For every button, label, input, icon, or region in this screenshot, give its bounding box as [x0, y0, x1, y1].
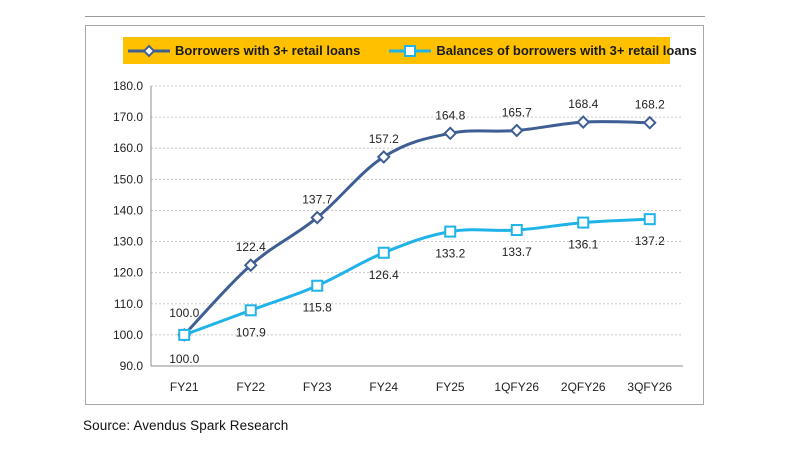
data-label-balances: 136.1 [568, 238, 598, 252]
data-label-balances: 133.7 [502, 245, 532, 259]
data-label-borrowers: 122.4 [236, 240, 266, 254]
x-tick-label: FY25 [436, 380, 465, 394]
x-tick-label: 3QFY26 [627, 380, 672, 394]
data-point-borrowers [310, 210, 325, 225]
data-label-balances: 115.8 [303, 301, 332, 315]
y-tick-label: 140.0 [113, 203, 143, 217]
data-label-borrowers: 164.8 [435, 108, 465, 122]
data-label-balances: 100.0 [169, 352, 199, 366]
y-tick-label: 130.0 [113, 235, 143, 249]
data-point-balances [377, 246, 390, 259]
data-point-borrowers [443, 126, 458, 141]
y-tick-label: 160.0 [113, 141, 143, 155]
data-point-borrowers [576, 115, 591, 130]
series-line-balances [183, 217, 650, 337]
legend: Borrowers with 3+ retail loans Balances … [123, 37, 697, 64]
y-tick-label: 120.0 [113, 266, 143, 280]
data-point-balances [244, 304, 257, 317]
data-point-balances [178, 328, 191, 341]
x-tick-label: FY23 [303, 380, 332, 394]
y-tick-label: 90.0 [120, 359, 144, 373]
data-label-borrowers: 168.4 [568, 97, 598, 111]
legend-label-balances: Balances of borrowers with 3+ retail loa… [436, 43, 697, 58]
data-point-borrowers [243, 258, 258, 273]
data-label-borrowers: 137.7 [302, 193, 332, 207]
data-label-balances: 137.2 [635, 234, 665, 248]
x-tick-label: FY21 [170, 380, 199, 394]
x-tick-label: 1QFY26 [494, 380, 539, 394]
y-tick-label: 180.0 [113, 79, 143, 93]
legend-entry-borrowers: Borrowers with 3+ retail loans [127, 43, 360, 58]
x-tick-label: FY22 [236, 380, 265, 394]
data-point-borrowers [376, 150, 391, 164]
y-tick-label: 170.0 [113, 110, 143, 124]
x-tick-label: FY24 [369, 380, 398, 394]
top-rule [85, 16, 705, 17]
legend-label-borrowers: Borrowers with 3+ retail loans [175, 43, 361, 58]
data-label-balances: 107.9 [236, 325, 266, 339]
data-point-balances [510, 224, 523, 237]
y-tick-label: 100.0 [113, 328, 143, 342]
y-tick-label: 110.0 [114, 297, 143, 311]
x-tick-label: 2QFY26 [561, 380, 606, 394]
data-label-borrowers: 157.2 [369, 132, 399, 146]
data-label-borrowers: 100.0 [169, 306, 199, 320]
data-label-balances: 126.4 [369, 268, 399, 282]
diamond-marker-icon [128, 44, 170, 57]
chart-frame [85, 25, 704, 405]
data-point-balances [311, 279, 324, 292]
data-point-borrowers [509, 123, 524, 138]
legend-entry-balances: Balances of borrowers with 3+ retail loa… [388, 43, 697, 58]
line-chart: 90.0 100.0 110.0 120.0 130.0 140.0 150.0 160.0 1… [113, 79, 683, 394]
data-label-balances: 133.2 [435, 247, 465, 261]
data-label-borrowers: 168.2 [635, 98, 665, 112]
square-marker-icon [389, 44, 432, 57]
data-point-balances [444, 225, 457, 238]
data-point-balances [577, 216, 590, 229]
data-point-balances [643, 213, 656, 226]
source-note: Source: Avendus Spark Research [83, 418, 289, 433]
data-point-borrowers [642, 115, 657, 130]
y-tick-label: 150.0 [113, 172, 143, 186]
data-label-borrowers: 165.7 [502, 105, 532, 119]
